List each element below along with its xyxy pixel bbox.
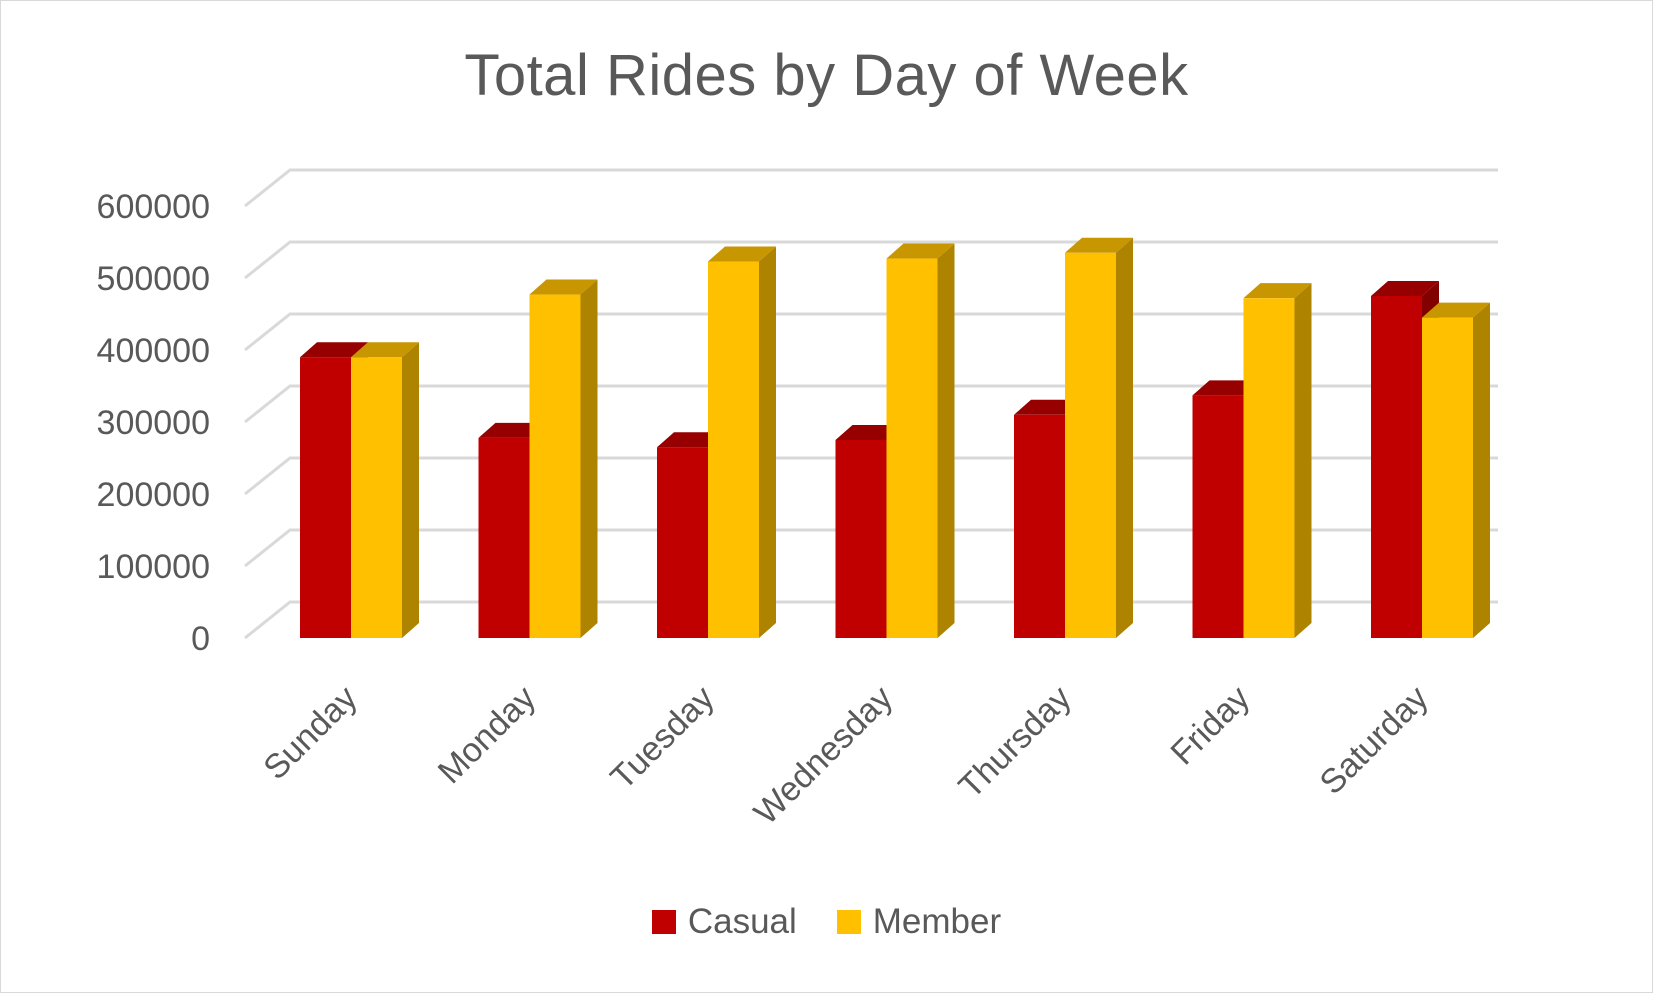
bar-front: [1243, 298, 1295, 638]
bar-top: [1065, 237, 1133, 253]
bar-top: [300, 342, 368, 358]
bar-front: [657, 447, 708, 638]
bar-side: [1473, 302, 1490, 638]
bar-top: [708, 246, 776, 262]
bar-top: [1243, 283, 1312, 299]
bar-front: [300, 357, 351, 638]
y-tick-label: 600000: [97, 188, 210, 226]
y-tick-label: 0: [191, 620, 210, 658]
bar-top: [529, 279, 598, 295]
y-tick-label: 400000: [97, 332, 210, 370]
bar-top: [886, 243, 955, 259]
x-tick-label: Wednesday: [747, 679, 900, 832]
bar-side: [580, 279, 598, 638]
x-tick-label: Friday: [1163, 679, 1257, 773]
bar-member-tuesday: [708, 246, 776, 638]
bar-front: [1014, 414, 1065, 638]
legend-item-casual: Casual: [651, 902, 797, 942]
bar-front: [529, 294, 581, 638]
bar-side: [402, 342, 419, 638]
bar-front: [1192, 395, 1244, 638]
bar-side: [937, 243, 955, 638]
chart-title: Total Rides by Day of Week: [464, 43, 1189, 108]
bar-member-friday: [1243, 283, 1312, 638]
y-axis-ticks: 0 100000 200000 300000 400000 500000 600000: [97, 188, 210, 658]
y-tick-label: 500000: [97, 260, 210, 298]
bar-front: [478, 437, 530, 638]
bar-front: [1065, 252, 1116, 639]
x-axis-labels: Sunday Monday Tuesday Wednesday Thursday Frid…: [256, 679, 1435, 832]
x-tick-label: Monday: [431, 679, 543, 791]
bar-member-sunday: [351, 342, 419, 638]
legend-swatch: [651, 910, 676, 934]
y-tick-label: 300000: [97, 404, 210, 442]
x-tick-label: Thursday: [952, 679, 1079, 806]
bar-front: [835, 440, 887, 638]
bar-member-wednesday: [886, 243, 955, 638]
x-tick-label: Sunday: [256, 679, 364, 787]
y-tick-label: 100000: [97, 548, 210, 586]
bar-member-saturday: [1422, 302, 1490, 638]
legend-label: Member: [872, 902, 1002, 941]
legend-swatch: [836, 910, 861, 934]
bar-top: [351, 342, 419, 358]
legend-label: Casual: [687, 902, 797, 941]
bar-front: [1371, 296, 1422, 638]
legend: Casual Member: [0, 902, 1653, 942]
bar-front: [1422, 317, 1473, 638]
bar-front: [351, 357, 402, 638]
bar-top: [1371, 281, 1439, 296]
bar-front: [886, 258, 938, 638]
gridline: [244, 168, 1498, 208]
legend-item-member: Member: [836, 902, 1002, 942]
bar-member-monday: [529, 279, 598, 638]
gridline: [244, 240, 1498, 280]
bar-side: [1116, 237, 1133, 639]
x-tick-label: Saturday: [1313, 679, 1436, 802]
bar-side: [759, 246, 776, 638]
bar-top: [1422, 302, 1490, 318]
bar-side: [1294, 283, 1312, 638]
bar-member-thursday: [1065, 237, 1133, 639]
y-tick-label: 200000: [97, 476, 210, 514]
bar-front: [708, 261, 759, 638]
bars: [300, 237, 1490, 639]
x-tick-label: Tuesday: [603, 679, 721, 797]
